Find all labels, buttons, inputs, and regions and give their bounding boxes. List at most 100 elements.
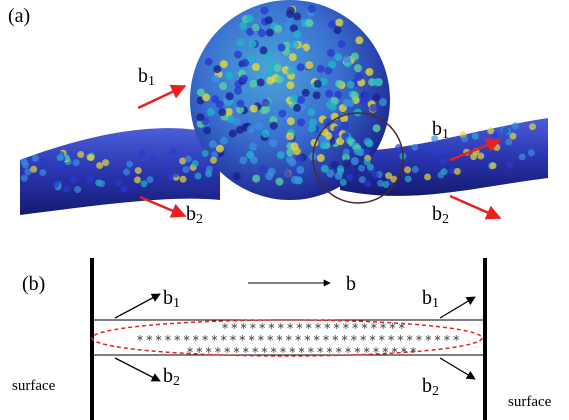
- atom: [249, 80, 257, 88]
- core-atom: [258, 335, 263, 341]
- atom: [195, 172, 202, 179]
- vector-base: b: [422, 375, 432, 397]
- atom: [265, 16, 273, 24]
- atom: [252, 175, 260, 183]
- atom: [262, 130, 270, 138]
- atom: [440, 158, 447, 165]
- atom: [268, 168, 276, 176]
- atom: [213, 65, 221, 73]
- core-atom: [323, 335, 328, 341]
- atom: [297, 96, 305, 104]
- core-atom: [383, 347, 388, 353]
- core-atom: [370, 335, 375, 341]
- atom: [164, 161, 171, 168]
- atom: [39, 169, 46, 176]
- atom: [260, 7, 268, 15]
- atom: [229, 130, 237, 138]
- atom: [302, 89, 310, 97]
- atom: [506, 162, 513, 169]
- atom: [220, 60, 228, 68]
- core-atom: [390, 323, 395, 329]
- atom: [21, 175, 28, 182]
- atom: [248, 40, 256, 48]
- core-atom: [364, 347, 369, 353]
- atom: [369, 104, 377, 112]
- atom: [293, 104, 301, 112]
- atom: [411, 144, 418, 151]
- panel-a-image: [20, 0, 548, 240]
- atom: [246, 15, 254, 23]
- atom: [278, 43, 286, 51]
- atom: [317, 65, 325, 73]
- vector-label: b1: [422, 287, 439, 311]
- core-atom: [203, 335, 208, 341]
- atom: [364, 158, 371, 165]
- core-atom: [269, 323, 274, 329]
- atom: [317, 154, 325, 162]
- vector-sub: 2: [442, 212, 449, 227]
- core-atom: [193, 335, 198, 341]
- atom: [252, 24, 260, 32]
- atom: [309, 119, 317, 127]
- atom: [334, 53, 342, 61]
- atom: [489, 162, 496, 169]
- atom: [287, 67, 295, 75]
- atom: [461, 135, 468, 142]
- core-atom: [416, 335, 421, 341]
- core-atom: [277, 335, 282, 341]
- core-atom: [334, 323, 339, 329]
- surface-label: surface: [508, 394, 552, 410]
- atom: [319, 136, 327, 144]
- atom: [341, 121, 349, 129]
- vector-base: b: [186, 203, 196, 225]
- core-atom: [249, 335, 254, 341]
- atom: [138, 150, 145, 157]
- atom: [275, 76, 283, 84]
- atom: [385, 172, 392, 179]
- atom: [205, 58, 213, 66]
- atom: [286, 156, 294, 164]
- core-atom: [333, 335, 338, 341]
- core-atom: [318, 347, 323, 353]
- core-atom: [299, 347, 304, 353]
- core-atoms: [137, 323, 458, 353]
- core-atom: [206, 347, 211, 353]
- atom: [77, 151, 84, 158]
- atom: [424, 173, 431, 180]
- atom: [293, 12, 301, 20]
- core-atom: [336, 347, 341, 353]
- core-atom: [286, 335, 291, 341]
- atom: [283, 28, 291, 36]
- vector-base: b: [163, 287, 173, 309]
- vector-base: b: [422, 287, 432, 309]
- core-atom: [260, 323, 265, 329]
- atom: [351, 91, 359, 99]
- core-atom: [234, 347, 239, 353]
- atom: [262, 105, 270, 113]
- atom: [182, 166, 189, 173]
- core-atom: [184, 335, 189, 341]
- atom: [148, 155, 155, 162]
- atom: [98, 180, 105, 187]
- atom: [134, 176, 141, 183]
- atom: [120, 186, 127, 193]
- atom: [252, 63, 260, 71]
- atom: [454, 168, 461, 175]
- core-atom: [280, 347, 285, 353]
- atom: [343, 159, 351, 167]
- atom: [291, 41, 299, 49]
- core-atom: [389, 335, 394, 341]
- atom: [360, 98, 368, 106]
- core-atom: [225, 347, 230, 353]
- atom: [56, 162, 63, 169]
- atom: [240, 75, 248, 83]
- vector-sub: 2: [196, 212, 203, 227]
- atom: [234, 51, 242, 59]
- atom: [232, 117, 240, 125]
- atom: [502, 127, 509, 134]
- atom: [487, 127, 494, 134]
- atom: [73, 159, 80, 166]
- atom: [185, 155, 192, 162]
- atom: [233, 172, 241, 180]
- atom: [169, 148, 176, 155]
